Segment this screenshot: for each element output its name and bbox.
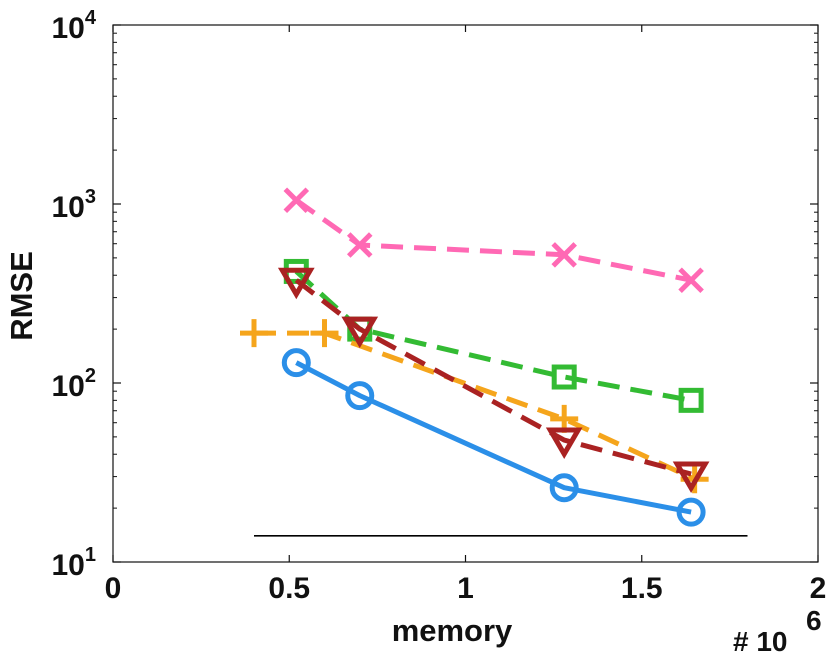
x-tick-label-2: 1	[457, 572, 474, 605]
y-tick-exponent-2: 3	[85, 186, 96, 208]
marker-blue-circle-3	[676, 497, 706, 527]
x-axis-label: memory	[392, 613, 513, 648]
x-multiplier-exponent: 6	[806, 605, 822, 636]
series-pink-x	[283, 187, 704, 294]
y-tick-label-2: 103	[52, 186, 97, 224]
y-tick-label-3: 104	[52, 7, 97, 45]
marker-red-triangle-3	[672, 461, 710, 494]
y-tick-base-3: 10	[52, 12, 85, 45]
series-blue-circle	[281, 348, 706, 527]
x-tick-label-1: 0.5	[268, 572, 310, 605]
x-multiplier: # 10 6	[733, 605, 822, 657]
marker-blue-circle-0	[281, 348, 311, 378]
series-line-green-square	[294, 269, 692, 403]
y-tick-label-0: 101	[52, 544, 97, 582]
marker-pink-x-0	[283, 187, 310, 213]
y-tick-base-0: 10	[52, 549, 85, 582]
marker-blue-circle-1	[345, 381, 375, 411]
x-tick-label-4: 2	[810, 572, 827, 605]
y-tick-exponent-1: 2	[85, 365, 96, 387]
series-line-blue-circle	[295, 360, 692, 515]
y-tick-exponent-0: 1	[85, 544, 96, 566]
x-tick-label-3: 1.5	[621, 572, 663, 605]
marker-orange-plus-0	[240, 319, 268, 348]
x-tick-label-0: 0	[105, 572, 122, 605]
y-tick-base-1: 10	[52, 370, 85, 403]
series-orange-plus	[240, 319, 709, 494]
series-line-red-triangle	[294, 278, 692, 477]
marker-green-square-2	[551, 364, 577, 390]
y-tick-label-1: 102	[52, 365, 97, 403]
series-line-orange-plus	[254, 330, 696, 482]
x-multiplier-base: # 10	[733, 626, 788, 657]
marker-pink-x-1	[346, 232, 373, 258]
y-tick-base-2: 10	[52, 191, 85, 224]
marker-blue-circle-2	[549, 473, 579, 503]
marker-pink-x-2	[551, 242, 577, 268]
y-axis-label: RMSE	[4, 251, 39, 341]
marker-red-triangle-0	[277, 267, 315, 300]
marker-orange-plus-1	[310, 319, 339, 348]
plot-area	[112, 24, 819, 563]
axes-frame	[112, 24, 819, 563]
y-tick-exponent-3: 4	[85, 7, 97, 29]
marker-red-triangle-2	[545, 427, 583, 460]
series-line-pink-x	[294, 198, 692, 283]
marker-pink-x-3	[678, 267, 704, 294]
marker-green-square-3	[678, 387, 704, 413]
series-red-triangle	[277, 267, 710, 494]
series-layer	[240, 187, 710, 527]
marker-red-triangle-1	[341, 316, 379, 349]
